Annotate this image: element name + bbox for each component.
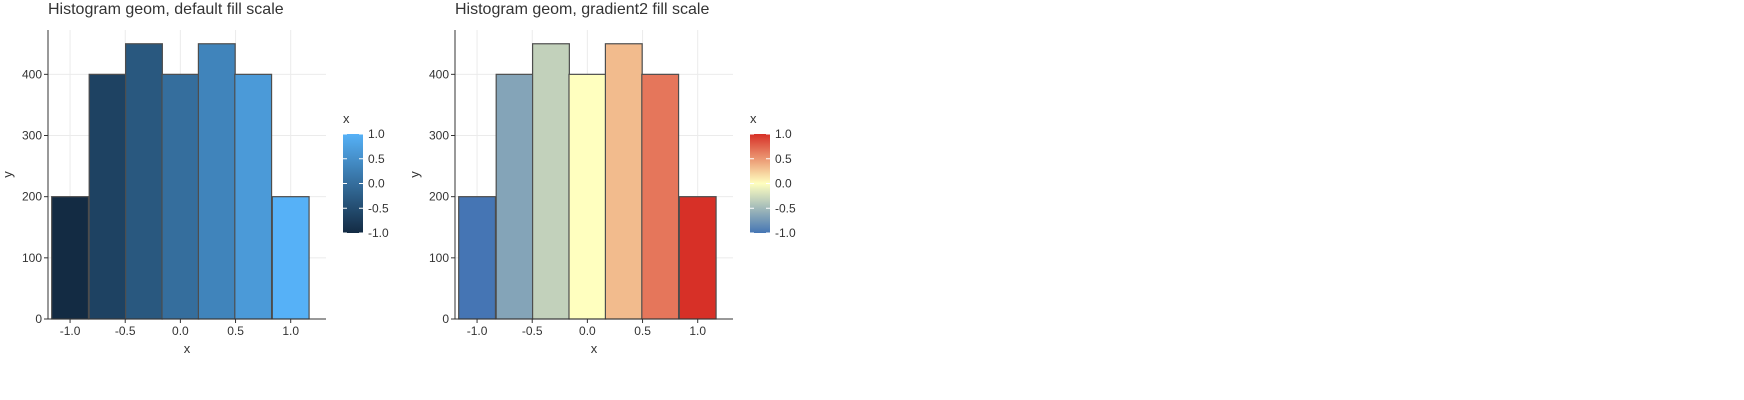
x-tick-label: 1.0 (689, 324, 706, 338)
legend-label: -0.5 (368, 201, 389, 215)
y-tick-label: 200 (429, 190, 449, 204)
histogram-bar (678, 196, 717, 320)
legend-label: -1.0 (368, 226, 389, 240)
y-tick-label: 0 (35, 312, 42, 326)
x-axis-title: x (184, 341, 191, 356)
y-tick-label: 400 (429, 67, 449, 81)
histogram-bar (51, 196, 90, 320)
legend-colorbar (343, 134, 363, 233)
legend-label: 1.0 (368, 127, 385, 141)
y-tick-label: 300 (22, 129, 42, 143)
x-axis-title: x (591, 341, 598, 356)
legend-label: 0.5 (775, 152, 792, 166)
y-tick-label: 400 (22, 67, 42, 81)
y-tick-label: 100 (429, 251, 449, 265)
histogram-bar (234, 73, 273, 320)
histogram-bar (124, 43, 163, 320)
legend-label: -1.0 (775, 226, 796, 240)
histogram-bar (604, 43, 643, 320)
histogram-bar (161, 73, 200, 320)
legend-label: 1.0 (775, 127, 792, 141)
legend: x 1.0 0.5 0.0 -0.5 -1.0 (343, 111, 389, 240)
x-tick-label: 0.5 (227, 324, 244, 338)
legend-title: x (343, 111, 350, 126)
legend-label: 0.0 (775, 177, 792, 191)
histogram-bar (495, 73, 534, 320)
histogram-bar (531, 43, 570, 320)
histogram-bar (197, 43, 236, 320)
x-tick-label: -1.0 (60, 324, 81, 338)
y-tick-label: 100 (22, 251, 42, 265)
x-tick-label: -0.5 (115, 324, 136, 338)
chart-title: Histogram geom, gradient2 fill scale (455, 1, 709, 18)
legend-label: 0.5 (368, 152, 385, 166)
x-tick-label: 1.0 (282, 324, 299, 338)
chart-title: Histogram geom, default fill scale (48, 1, 284, 18)
x-tick-label: -0.5 (522, 324, 543, 338)
y-tick-label: 0 (442, 312, 449, 326)
y-tick-label: 300 (429, 129, 449, 143)
x-tick-label: 0.0 (579, 324, 596, 338)
y-axis-title: y (0, 171, 15, 178)
x-tick-label: -1.0 (467, 324, 488, 338)
legend-colorbar (750, 134, 770, 233)
chart-panel-gradient2-fill: Histogram geom, gradient2 fill scale 0 100… (407, 1, 796, 356)
legend-title: x (750, 111, 757, 126)
x-tick-label: 0.0 (172, 324, 189, 338)
legend: x 1.0 0.5 0.0 -0.5 -1.0 (750, 111, 796, 240)
x-tick-label: 0.5 (634, 324, 651, 338)
histogram-bar (568, 73, 607, 320)
bars (458, 43, 717, 320)
bars (51, 43, 310, 320)
legend-label: -0.5 (775, 201, 796, 215)
chart-panel-default-fill: Histogram geom, default fill scale 0 100 20… (0, 1, 389, 356)
histogram-bar (271, 196, 310, 320)
legend-label: 0.0 (368, 177, 385, 191)
histogram-bar (458, 196, 497, 320)
histogram-bar (88, 73, 127, 320)
histogram-bar (641, 73, 680, 320)
y-tick-label: 200 (22, 190, 42, 204)
y-axis-title: y (407, 171, 422, 178)
